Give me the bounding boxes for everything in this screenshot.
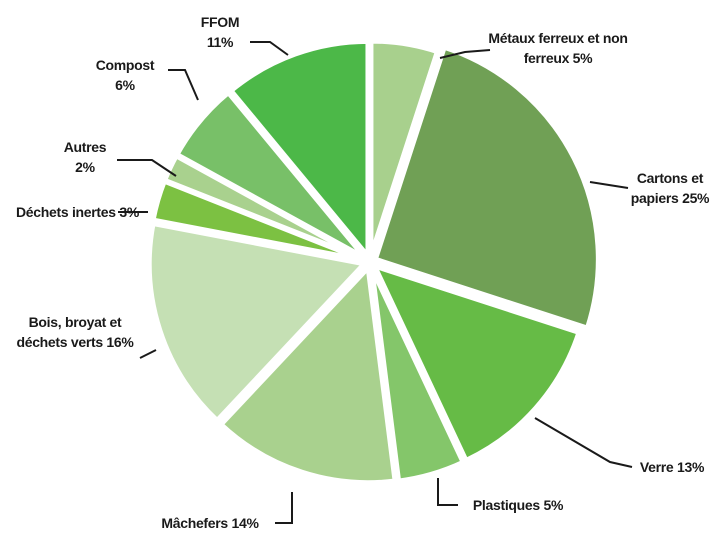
pie-slice [369, 261, 583, 464]
category-label: Plastiques [472, 497, 540, 513]
pie-slice [217, 262, 398, 486]
slice-label: Mâchefers 14% [145, 513, 275, 533]
value-label: 13% [677, 459, 705, 475]
value-label: 16% [106, 334, 134, 350]
category-label: Déchets inertes [15, 204, 116, 220]
slice-label: Plastiques 5% [458, 495, 578, 515]
category-label: Verre [639, 459, 674, 475]
value-label: 2% [75, 159, 95, 175]
leader-line [437, 478, 458, 506]
leader-line [117, 159, 177, 177]
leader-line [139, 349, 157, 359]
category-label: Autres [63, 139, 107, 155]
slice-label: Déchets inertes 3% [5, 202, 150, 222]
slice-label: Bois, broyat et déchets verts 16% [10, 312, 140, 352]
leader-line [250, 41, 289, 56]
slice-label: Compost 6% [85, 55, 165, 95]
pie-slice [369, 266, 467, 484]
leader-line [168, 69, 199, 101]
value-label: 5% [572, 50, 593, 66]
value-label: 11% [206, 34, 234, 50]
slice-label: Cartons et papiers 25% [620, 168, 720, 208]
slice-label: FFOM 11% [190, 12, 250, 52]
value-label: 6% [115, 77, 135, 93]
pie-slice [372, 44, 601, 332]
value-label: 25% [682, 190, 710, 206]
value-label: 3% [119, 204, 139, 220]
pie-slice [146, 220, 370, 425]
leader-line [439, 49, 491, 59]
value-label: 14% [231, 515, 259, 531]
pie-slice [227, 38, 371, 264]
category-label: Bois, broyat et déchets verts [16, 314, 122, 350]
category-label: Compost [95, 57, 155, 73]
leader-line [589, 181, 629, 189]
slice-label: Autres 2% [55, 137, 115, 177]
value-label: 5% [543, 497, 564, 513]
leader-line [534, 417, 633, 468]
pie-slice [368, 38, 441, 257]
category-label: FFOM [200, 14, 240, 30]
slice-label: Verre 13% [632, 457, 712, 477]
category-label: Métaux ferreux et non ferreux [488, 30, 628, 66]
leader-line [275, 492, 293, 524]
category-label: Mâchefers [161, 515, 228, 531]
slice-label: Métaux ferreux et non ferreux 5% [488, 28, 628, 68]
category-label: Cartons et papiers [630, 170, 704, 206]
pie-slice [173, 88, 368, 261]
